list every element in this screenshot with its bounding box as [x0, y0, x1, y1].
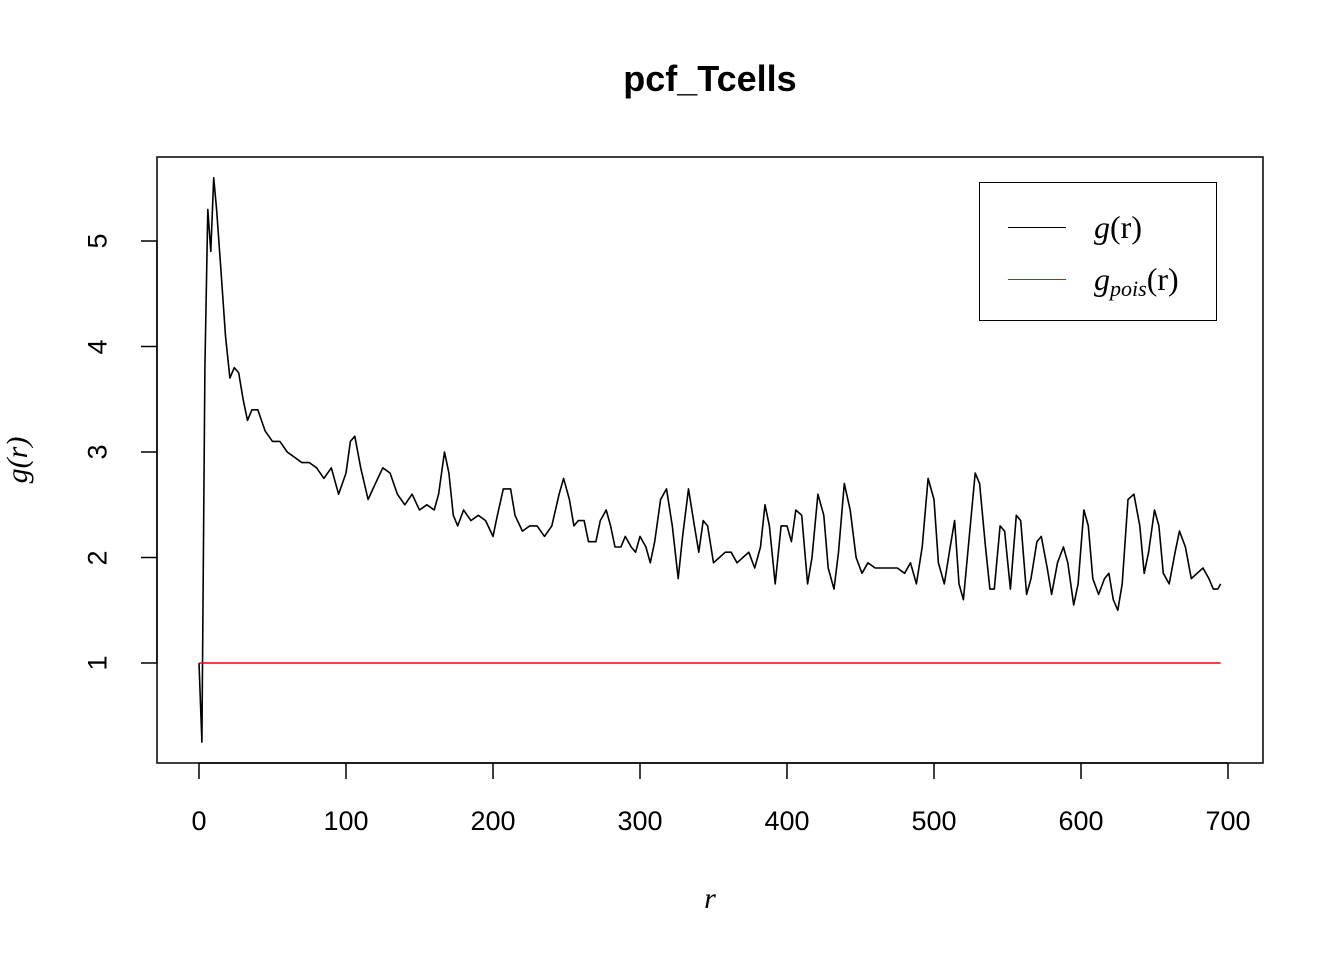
series-layer — [198, 176, 1222, 743]
y-tick-label: 1 — [82, 655, 113, 671]
legend-entry-gpois: gpois(r) — [980, 259, 1216, 302]
legend: g(r) gpois(r) — [979, 182, 1217, 321]
x-tick-label: 200 — [470, 806, 516, 836]
legend-label-gpois: gpois(r) — [1094, 261, 1179, 302]
y-tick-label: 3 — [82, 444, 113, 460]
legend-gpois-sub: pois — [1110, 276, 1147, 301]
axes — [141, 240, 1229, 779]
legend-gpois-arg: (r) — [1146, 261, 1179, 297]
legend-gpois-symbol: g — [1094, 261, 1110, 297]
x-tick-label: 700 — [1205, 806, 1251, 836]
y-axis-label: g(r) — [1, 437, 35, 484]
x-axis-label: r — [704, 882, 716, 915]
y-tick-label: 5 — [82, 233, 113, 249]
x-tick-label: 600 — [1058, 806, 1104, 836]
y-axis-label-text: g(r) — [1, 436, 34, 484]
x-tick-label: 300 — [617, 806, 663, 836]
y-tick-label: 4 — [82, 338, 113, 355]
x-tick-label: 0 — [191, 806, 207, 836]
x-tick-label: 100 — [323, 806, 369, 836]
legend-swatch-gpois — [1008, 279, 1066, 280]
legend-label-g: g(r) — [1094, 209, 1142, 246]
legend-g-symbol: g — [1094, 209, 1110, 245]
series-line-g — [198, 176, 1222, 743]
x-tick-label: 500 — [911, 806, 957, 836]
legend-g-arg: (r) — [1110, 209, 1142, 245]
chart-title: pcf_Tcells — [623, 58, 797, 99]
x-tick-label: 400 — [764, 806, 810, 836]
y-tick-label: 2 — [82, 549, 113, 566]
legend-entry-g: g(r) — [980, 207, 1216, 247]
legend-swatch-g — [1008, 227, 1066, 228]
